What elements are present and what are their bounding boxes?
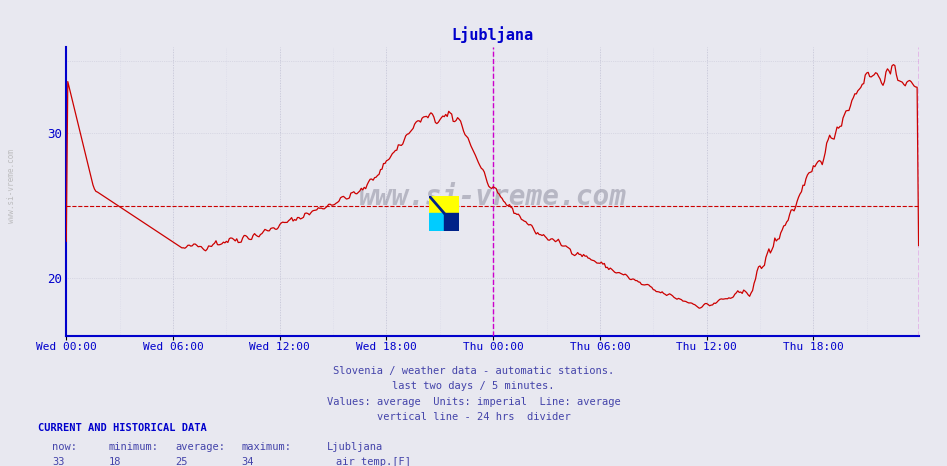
Text: Ljubljana: Ljubljana xyxy=(327,442,383,452)
Bar xyxy=(429,196,459,213)
Text: maximum:: maximum: xyxy=(241,442,292,452)
Title: Ljubljana: Ljubljana xyxy=(452,26,533,43)
Text: last two days / 5 minutes.: last two days / 5 minutes. xyxy=(392,381,555,391)
Text: Slovenia / weather data - automatic stations.: Slovenia / weather data - automatic stat… xyxy=(333,366,614,376)
Text: air temp.[F]: air temp.[F] xyxy=(336,457,411,466)
Text: average:: average: xyxy=(175,442,225,452)
Text: minimum:: minimum: xyxy=(109,442,159,452)
Text: www.si-vreme.com: www.si-vreme.com xyxy=(7,150,16,223)
Text: 18: 18 xyxy=(109,457,121,466)
Text: now:: now: xyxy=(52,442,77,452)
Bar xyxy=(429,213,444,231)
Text: 25: 25 xyxy=(175,457,188,466)
Text: www.si-vreme.com: www.si-vreme.com xyxy=(359,183,626,211)
Text: CURRENT AND HISTORICAL DATA: CURRENT AND HISTORICAL DATA xyxy=(38,423,206,433)
Text: vertical line - 24 hrs  divider: vertical line - 24 hrs divider xyxy=(377,412,570,422)
Text: 34: 34 xyxy=(241,457,254,466)
Bar xyxy=(444,213,459,231)
Text: 33: 33 xyxy=(52,457,64,466)
Text: Values: average  Units: imperial  Line: average: Values: average Units: imperial Line: av… xyxy=(327,397,620,406)
